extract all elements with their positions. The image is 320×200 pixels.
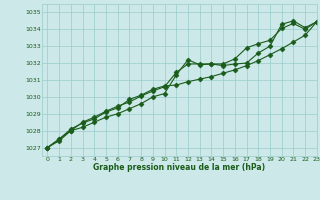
X-axis label: Graphe pression niveau de la mer (hPa): Graphe pression niveau de la mer (hPa) [93, 163, 265, 172]
